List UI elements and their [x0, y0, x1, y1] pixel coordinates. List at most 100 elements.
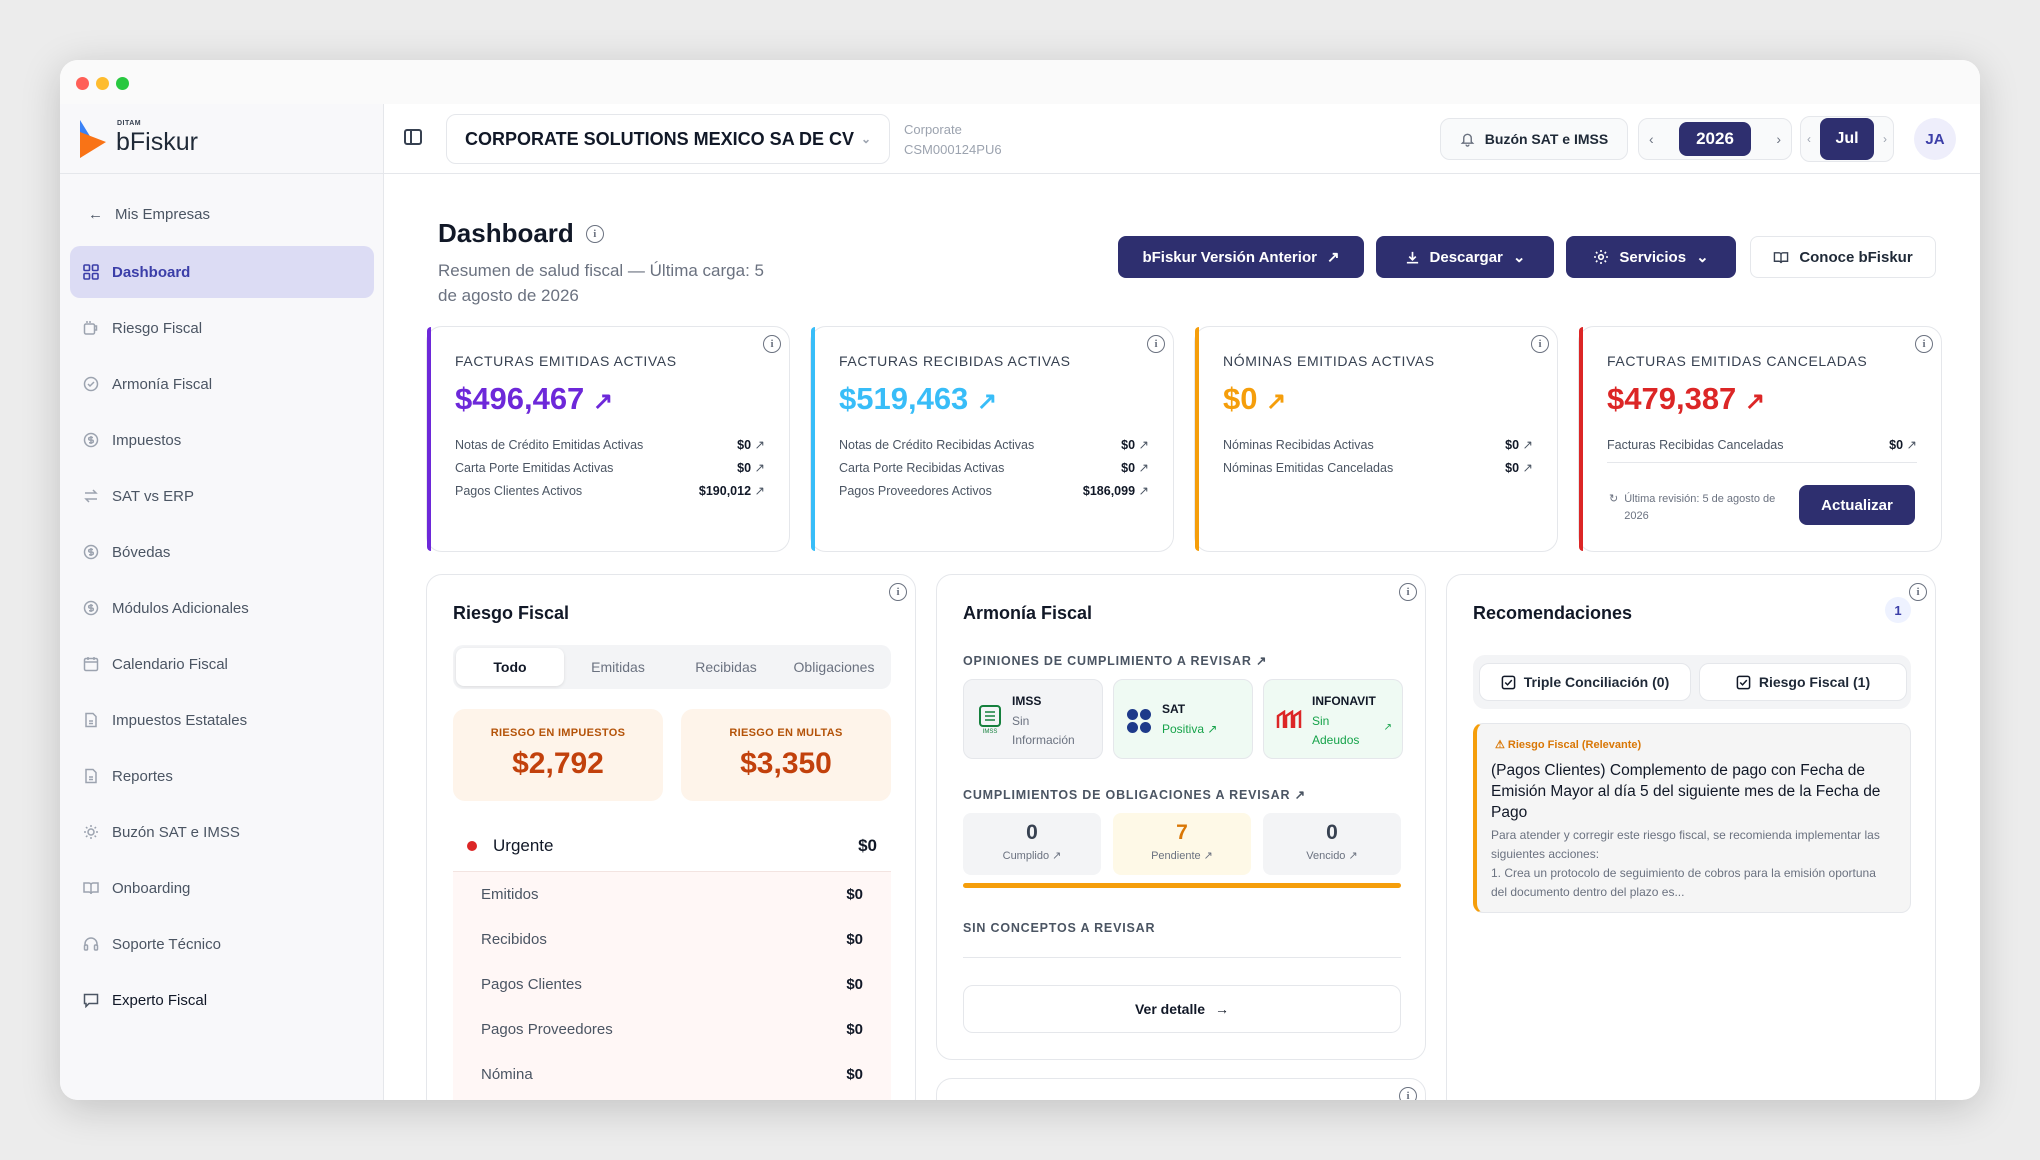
cumplido-box[interactable]: 0 Cumplido ↗ [963, 813, 1101, 875]
list-item[interactable]: Pagos Proveedores $0 [481, 1021, 863, 1038]
stat-card-canceladas[interactable]: i FACTURAS EMITIDAS CANCELADAS $479,387 … [1578, 326, 1942, 552]
company-selector[interactable]: CORPORATE SOLUTIONS MEXICO SA DE CV ⌄ [446, 114, 890, 164]
minimize-window-button[interactable] [96, 77, 109, 90]
opiniones-header[interactable]: OPINIONES DE CUMPLIMIENTO A REVISAR ↗ [963, 654, 1268, 668]
buzon-button[interactable]: Buzón SAT e IMSS [1440, 118, 1628, 160]
sidebar-toggle-icon[interactable] [404, 129, 422, 145]
stat-row[interactable]: Carta Porte Emitidas Activas $0 ↗ [455, 460, 765, 476]
info-icon[interactable]: i [1399, 1087, 1417, 1100]
info-icon[interactable]: i [1909, 583, 1927, 601]
back-to-companies-link[interactable]: ← Mis Empresas [88, 206, 210, 223]
vencido-label: Vencido ↗ [1306, 850, 1358, 862]
main-area: CORPORATE SOLUTIONS MEXICO SA DE CV ⌄ Co… [384, 104, 1980, 1100]
avatar[interactable]: JA [1914, 118, 1956, 160]
checkbox-icon [1501, 675, 1516, 689]
urgente-list: Emitidos $0 Recibidos $0 Pagos Clientes $0 … [453, 871, 891, 1100]
info-icon[interactable]: i [763, 335, 781, 353]
servicios-button[interactable]: Servicios ⌄ [1566, 236, 1736, 278]
close-window-button[interactable] [76, 77, 89, 90]
page-subtitle: Resumen de salud fiscal — Última carga: … [438, 261, 764, 305]
stat-row[interactable]: Nóminas Emitidas Canceladas $0 ↗ [1223, 460, 1533, 476]
info-icon[interactable]: i [1915, 335, 1933, 353]
pendiente-box[interactable]: 7 Pendiente ↗ [1113, 813, 1251, 875]
sidebar-item-calendario-fiscal[interactable]: Calendario Fiscal [70, 638, 374, 690]
stat-row[interactable]: Pagos Clientes Activos $190,012 ↗ [455, 483, 765, 499]
ver-detalle-button[interactable]: Ver detalle → [963, 985, 1401, 1033]
tab-todo[interactable]: Todo [456, 648, 564, 686]
cumplimientos-header[interactable]: CUMPLIMIENTOS DE OBLIGACIONES A REVISAR … [963, 788, 1306, 802]
riesgo-impuestos[interactable]: RIESGO EN IMPUESTOS $2,792 [453, 709, 663, 801]
tab-recibidas[interactable]: Recibidas [695, 659, 757, 675]
tab-emitidas[interactable]: Emitidas [591, 659, 645, 675]
chevron-left-icon[interactable]: ‹ [1649, 131, 1654, 147]
list-item[interactable]: Pagos Clientes $0 [481, 976, 863, 993]
list-item[interactable]: Emitidos $0 [481, 886, 863, 903]
sidebar-item-modulos-adicionales[interactable]: Módulos Adicionales [70, 582, 374, 634]
next-card: i [936, 1078, 1426, 1100]
month-selector[interactable]: ‹ Jul › [1800, 116, 1894, 162]
sidebar-item-label: Impuestos [112, 431, 182, 449]
tab-obligaciones[interactable]: Obligaciones [793, 659, 875, 675]
riesgo-tabs: Todo Emitidas Recibidas Obligaciones [453, 645, 891, 689]
sidebar-item-riesgo-fiscal[interactable]: Riesgo Fiscal [70, 302, 374, 354]
sidebar-item-impuestos-estatales[interactable]: Impuestos Estatales [70, 694, 374, 746]
sidebar-item-dashboard[interactable]: Dashboard [70, 246, 374, 298]
stat-row[interactable]: Carta Porte Recibidas Activas $0 ↗ [839, 460, 1149, 476]
chevron-right-icon[interactable]: › [1776, 131, 1781, 147]
info-icon[interactable]: i [1531, 335, 1549, 353]
stat-card-emitidas[interactable]: i FACTURAS EMITIDAS ACTIVAS $496,467 ↗ N… [426, 326, 790, 552]
accent-bar [427, 327, 431, 551]
opinion-imss[interactable]: IMSS IMSS Sin Información [963, 679, 1103, 759]
sidebar-item-reportes[interactable]: Reportes [70, 750, 374, 802]
triple-conciliacion-chip[interactable]: Triple Conciliación (0) [1479, 663, 1691, 701]
arrow-up-right-icon: ↗ [754, 438, 765, 452]
info-icon[interactable]: i [1147, 335, 1165, 353]
info-icon[interactable]: i [1399, 583, 1417, 601]
sidebar-item-soporte[interactable]: Soporte Técnico [70, 918, 374, 970]
descargar-button[interactable]: Descargar ⌄ [1376, 236, 1554, 278]
chevron-left-icon[interactable]: ‹ [1807, 132, 1811, 146]
sidebar-item-sat-vs-erp[interactable]: SAT vs ERP [70, 470, 374, 522]
logo[interactable]: DITAM bFiskur [60, 104, 383, 174]
accent-bar [811, 327, 815, 551]
accent-bar [1195, 327, 1199, 551]
sidebar-item-impuestos[interactable]: Impuestos [70, 414, 374, 466]
stat-card-nominas[interactable]: i NÓMINAS EMITIDAS ACTIVAS $0 ↗ Nóminas … [1194, 326, 1558, 552]
list-item[interactable]: Recibidos $0 [481, 931, 863, 948]
stat-title: FACTURAS EMITIDAS ACTIVAS [455, 353, 677, 369]
recommendation-item[interactable]: ⚠ Riesgo Fiscal (Relevante) (Pagos Clien… [1473, 723, 1911, 913]
actualizar-button[interactable]: Actualizar [1799, 485, 1915, 525]
svg-text:IMSS: IMSS [983, 729, 998, 734]
riesgo-fiscal-chip[interactable]: Riesgo Fiscal (1) [1699, 663, 1907, 701]
sidebar-item-onboarding[interactable]: Onboarding [70, 862, 374, 914]
sidebar-item-experto-fiscal[interactable]: Experto Fiscal [70, 974, 374, 1026]
cumplido-label: Cumplido ↗ [1002, 850, 1062, 862]
riesgo-impuestos-label: RIESGO EN IMPUESTOS [490, 727, 626, 739]
list-item[interactable]: Nómina $0 [481, 1066, 863, 1083]
riesgo-multas[interactable]: RIESGO EN MULTAS $3,350 [681, 709, 891, 801]
opinion-sat[interactable]: SAT Positiva ↗ [1113, 679, 1253, 759]
stat-card-recibidas[interactable]: i FACTURAS RECIBIDAS ACTIVAS $519,463 ↗ … [810, 326, 1174, 552]
info-icon[interactable]: i [585, 224, 604, 243]
year-selector[interactable]: ‹ 2026 › [1638, 118, 1792, 160]
stat-row[interactable]: Notas de Crédito Recibidas Activas $0 ↗ [839, 437, 1149, 453]
version-anterior-button[interactable]: bFiskur Versión Anterior ↗ [1118, 236, 1364, 278]
chevron-right-icon[interactable]: › [1883, 132, 1887, 146]
sidebar-item-armonia-fiscal[interactable]: Armonía Fiscal [70, 358, 374, 410]
stat-row[interactable]: Pagos Proveedores Activos $186,099 ↗ [839, 483, 1149, 499]
stat-row[interactable]: Nóminas Recibidas Activas $0 ↗ [1223, 437, 1533, 453]
opinion-infonavit[interactable]: INFONAVIT Sin Adeudos ↗ [1263, 679, 1403, 759]
urgente-row[interactable]: Urgente $0 [453, 825, 891, 867]
maximize-window-button[interactable] [116, 77, 129, 90]
conoce-bfiskur-button[interactable]: Conoce bFiskur [1750, 236, 1936, 278]
sidebar-item-label: Buzón SAT e IMSS [112, 823, 240, 841]
opinion-name: SAT [1162, 702, 1186, 716]
vencido-box[interactable]: 0 Vencido ↗ [1263, 813, 1401, 875]
stat-row[interactable]: Facturas Recibidas Canceladas $0 ↗ [1607, 437, 1917, 453]
info-icon[interactable]: i [889, 583, 907, 601]
opinion-name: IMSS [1012, 694, 1042, 708]
stat-row[interactable]: Notas de Crédito Emitidas Activas $0 ↗ [455, 437, 765, 453]
sidebar-item-buzon[interactable]: Buzón SAT e IMSS [70, 806, 374, 858]
sidebar-item-bovedas[interactable]: Bóvedas [70, 526, 374, 578]
recommendation-title: (Pagos Clientes) Complemento de pago con… [1491, 762, 1881, 821]
